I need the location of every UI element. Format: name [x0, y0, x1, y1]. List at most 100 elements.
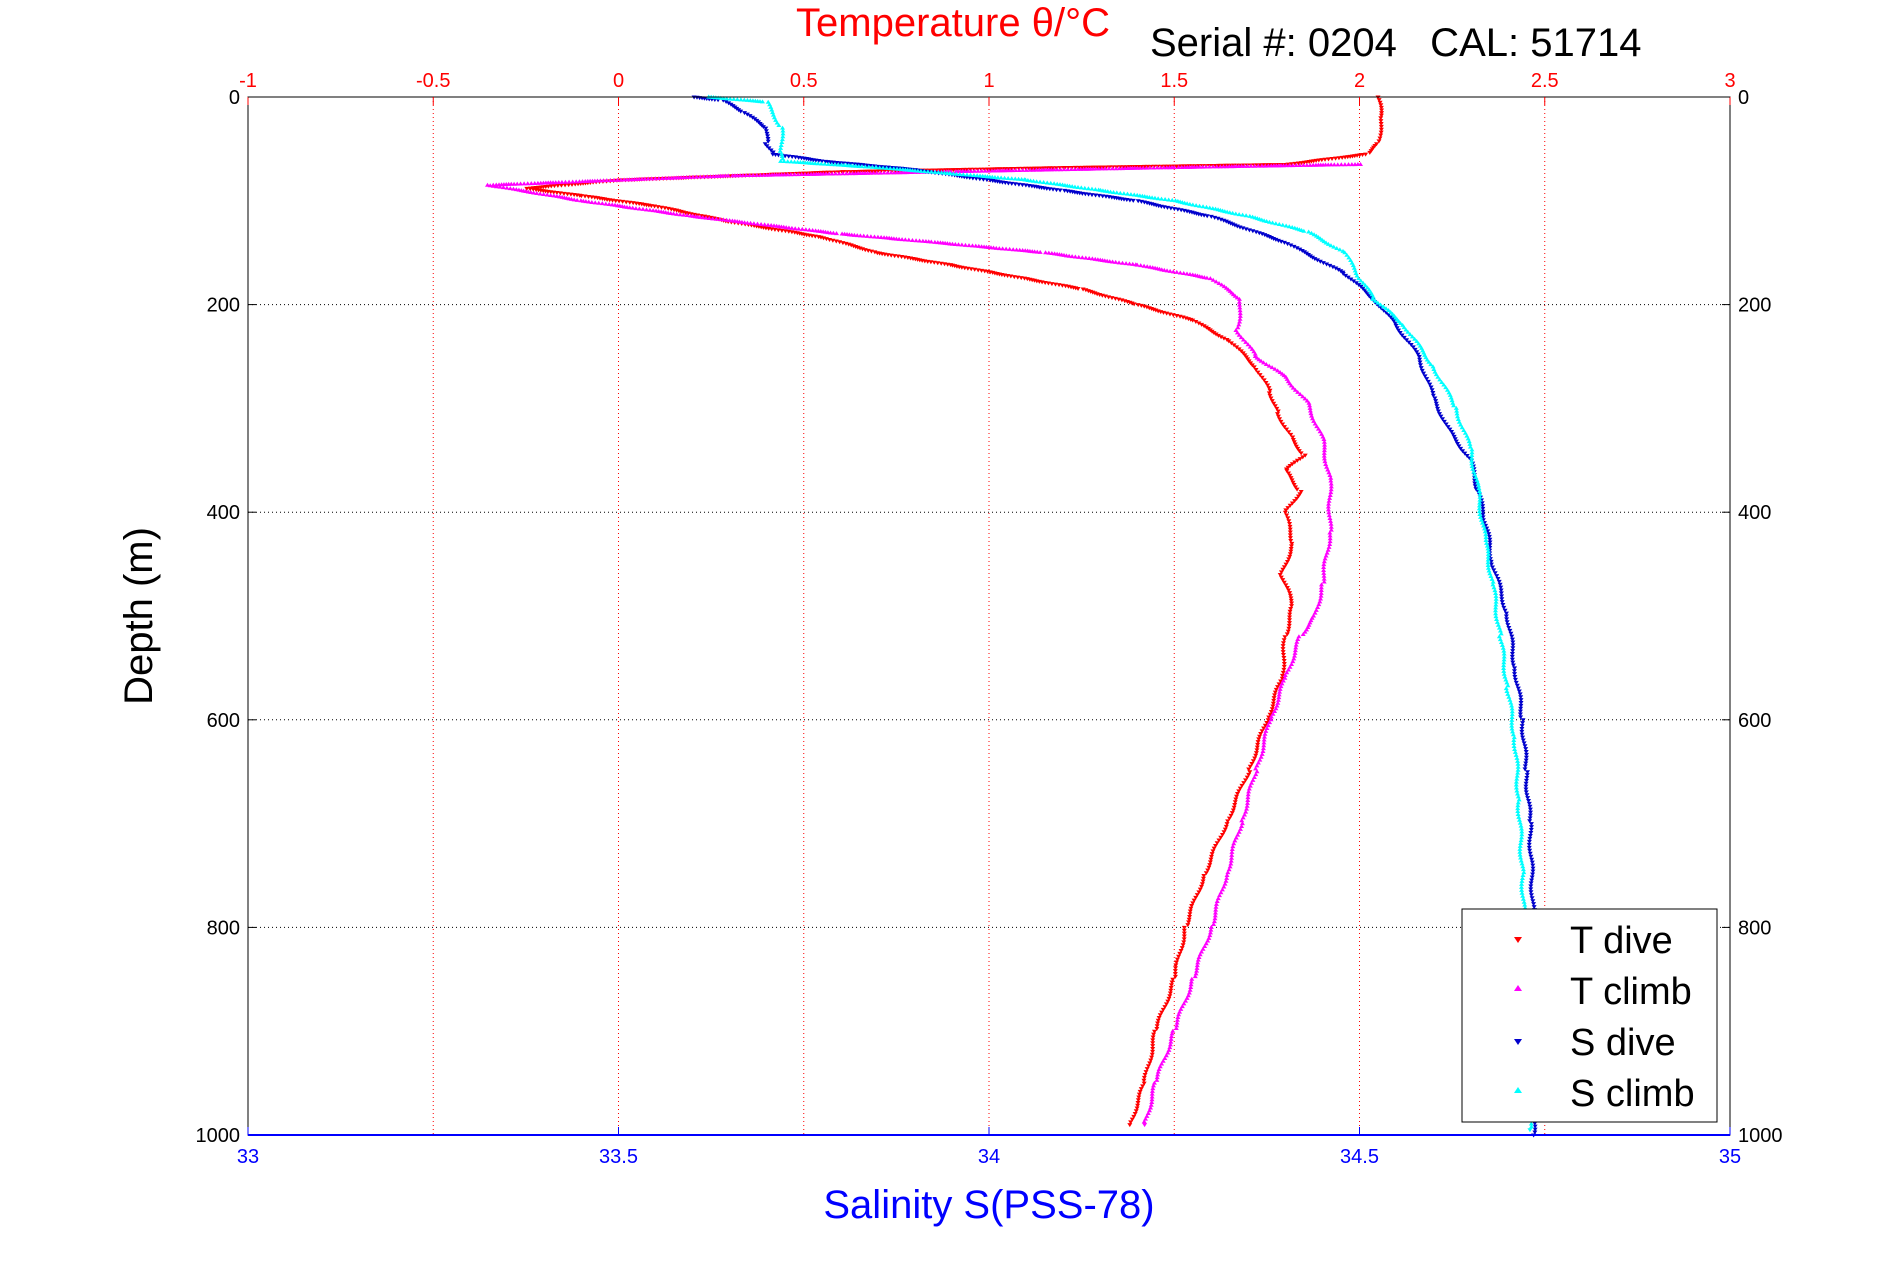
data-point: [1467, 441, 1473, 446]
legend-marker-t-climb: [1514, 985, 1522, 991]
data-point: [1096, 193, 1102, 198]
data-point: [1277, 572, 1283, 577]
data-point: [1512, 675, 1518, 680]
data-point: [1327, 495, 1333, 500]
data-point: [847, 170, 853, 175]
data-point: [1280, 650, 1286, 655]
data-point: [1172, 974, 1178, 979]
series-t-climb: [485, 161, 1363, 1128]
data-point: [1326, 513, 1332, 518]
data-point: [561, 191, 567, 196]
data-point: [1476, 486, 1482, 491]
data-point: [1142, 1123, 1148, 1128]
data-point: [1301, 228, 1307, 233]
data-point: [1210, 849, 1216, 854]
data-point: [778, 142, 784, 147]
data-point: [1304, 162, 1310, 167]
data-point: [1509, 634, 1515, 639]
data-point: [1195, 957, 1201, 962]
data-point: [1141, 263, 1147, 268]
data-point: [1282, 510, 1288, 515]
data-point: [1288, 547, 1294, 552]
data-point: [1275, 697, 1281, 702]
data-point: [1016, 182, 1022, 187]
data-point: [1290, 163, 1296, 168]
data-point: [1245, 792, 1251, 797]
data-point: [1241, 781, 1247, 786]
data-point: [795, 172, 801, 177]
data-point: [953, 171, 959, 176]
data-point: [1454, 408, 1460, 413]
data-point: [1321, 439, 1327, 444]
data-point: [1515, 758, 1521, 763]
data-point: [857, 233, 863, 238]
data-point: [1314, 258, 1320, 263]
data-point: [1237, 308, 1243, 313]
data-point: [1469, 447, 1475, 452]
data-point: [1072, 184, 1078, 189]
data-point: [1208, 854, 1214, 859]
data-point: [1477, 494, 1483, 499]
data-point: [1289, 478, 1295, 483]
data-point: [1151, 1032, 1157, 1037]
data-point: [1203, 871, 1209, 876]
data-point: [1264, 721, 1270, 726]
data-point: [1255, 163, 1261, 168]
data-point: [1378, 113, 1384, 118]
data-point: [1147, 165, 1153, 170]
data-point: [1386, 313, 1392, 318]
data-point: [1523, 784, 1529, 789]
data-point: [1518, 838, 1524, 843]
data-point: [1108, 189, 1114, 194]
data-point: [1505, 691, 1511, 696]
data-point: [1519, 729, 1525, 734]
data-point: [1321, 448, 1327, 453]
data-point: [1280, 653, 1286, 658]
data-point: [1243, 809, 1249, 814]
data-point: [1174, 1017, 1180, 1022]
data-point: [1150, 1041, 1156, 1046]
data-point: [1322, 556, 1328, 561]
data-point: [490, 183, 496, 188]
data-point: [500, 185, 506, 190]
data-point: [1141, 1119, 1147, 1124]
data-point: [1259, 163, 1265, 168]
data-point: [1518, 841, 1524, 846]
data-point: [1406, 340, 1412, 345]
data-point: [717, 217, 723, 222]
data-point: [1127, 1123, 1133, 1128]
data-point: [1483, 532, 1489, 537]
data-point: [1328, 490, 1334, 495]
data-point: [962, 242, 968, 247]
data-point: [1323, 553, 1329, 558]
data-point: [1523, 750, 1529, 755]
data-point: [1247, 344, 1253, 349]
data-point: [721, 96, 727, 101]
data-point: [738, 109, 744, 114]
data-point: [989, 168, 995, 173]
tick-label-temperature: 2.5: [1531, 70, 1559, 92]
data-point: [570, 179, 576, 184]
data-point: [1263, 361, 1269, 366]
data-point: [1284, 670, 1290, 675]
data-point: [1518, 695, 1524, 700]
data-point: [1292, 442, 1298, 447]
data-point: [1498, 640, 1504, 645]
data-point: [1200, 946, 1206, 951]
data-point: [1515, 800, 1521, 805]
data-point: [1464, 454, 1470, 459]
data-point: [1321, 567, 1327, 572]
data-point: [1257, 757, 1263, 762]
data-point: [748, 220, 754, 225]
data-point: [1246, 789, 1252, 794]
data-point: [1500, 602, 1506, 607]
data-point: [1290, 438, 1296, 443]
data-point: [1237, 313, 1243, 318]
data-point: [1501, 663, 1507, 668]
data-point: [1150, 1035, 1156, 1040]
data-point: [1300, 162, 1306, 167]
data-point: [1527, 813, 1533, 818]
data-point: [1150, 1038, 1156, 1043]
data-point: [1530, 899, 1536, 904]
data-point: [1254, 748, 1260, 753]
